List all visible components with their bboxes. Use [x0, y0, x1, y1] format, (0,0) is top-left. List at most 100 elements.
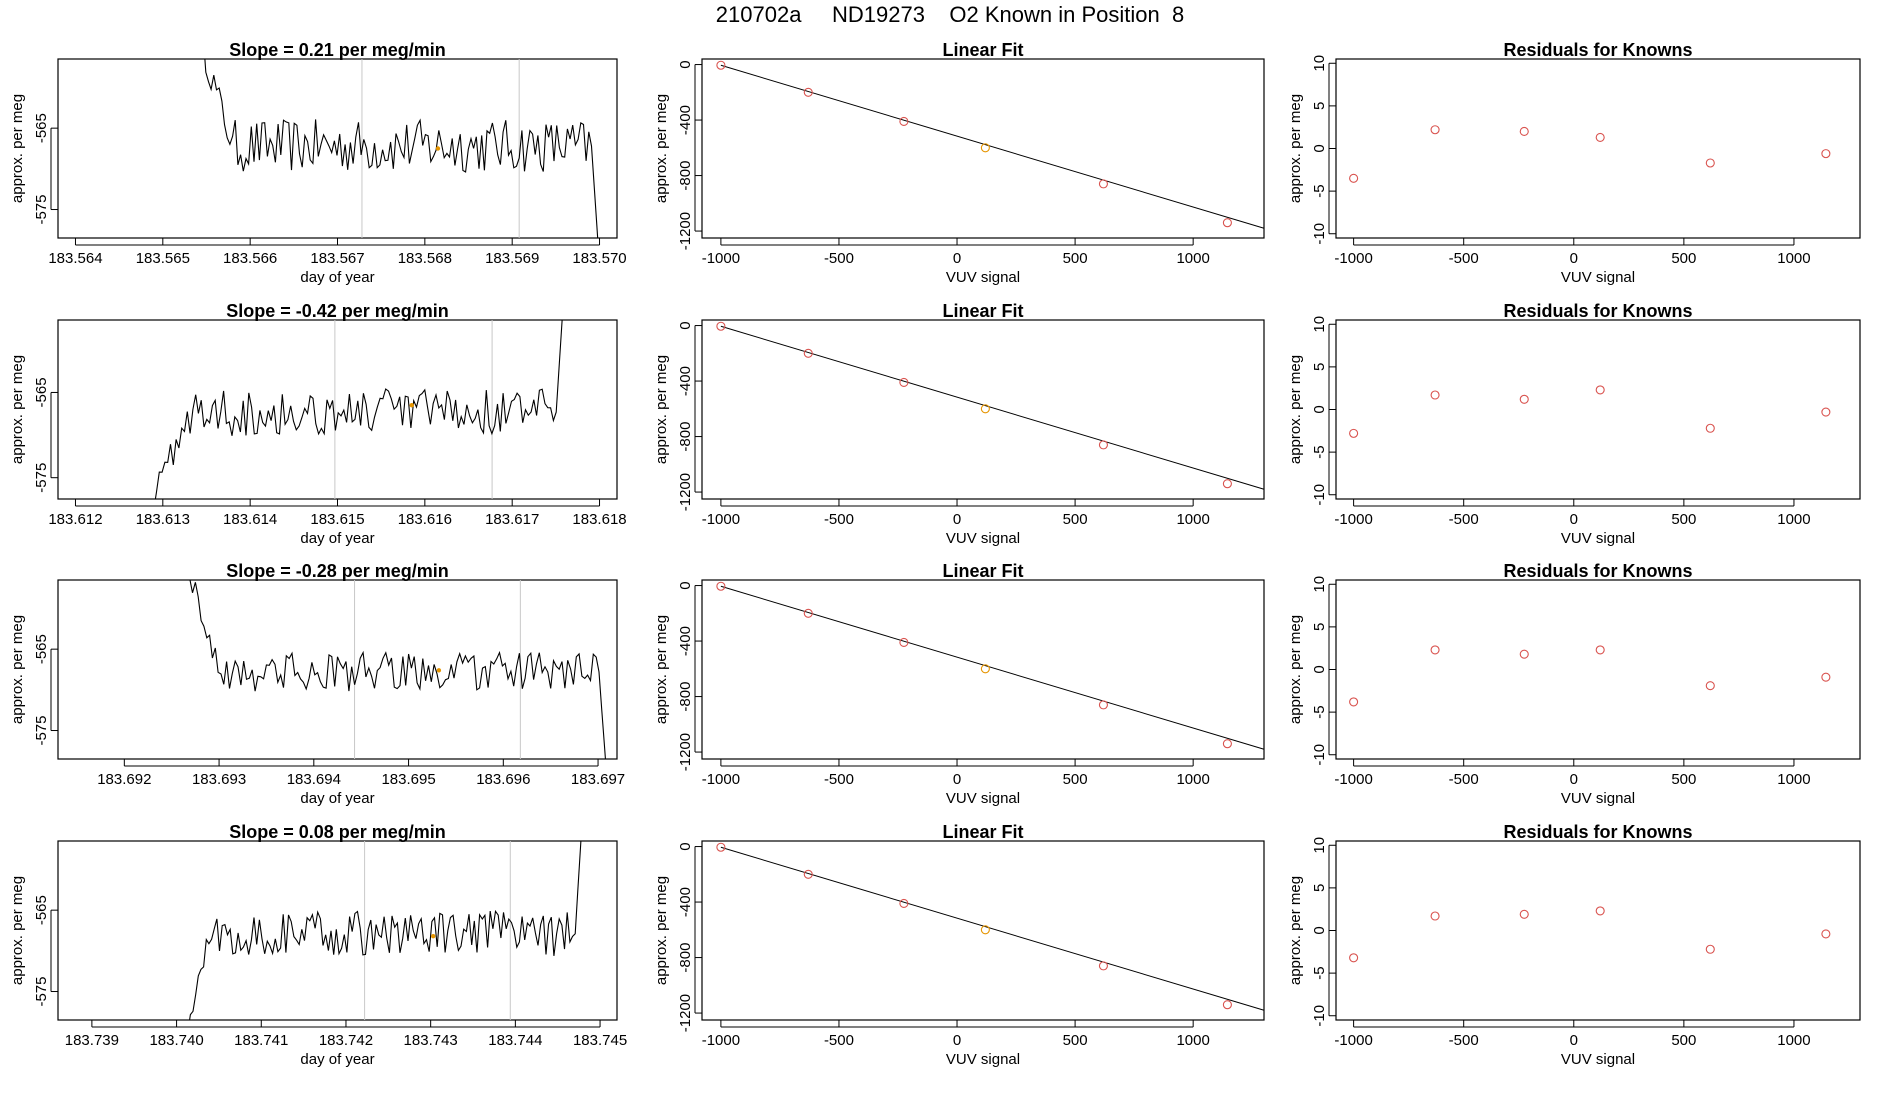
x-tick-label: 183.742 [319, 1032, 373, 1049]
x-tick-label: -1000 [702, 250, 740, 267]
y-tick-label: -800 [677, 943, 694, 973]
x-tick-label: -500 [824, 1032, 854, 1049]
y-tick-label: -1200 [677, 473, 694, 511]
x-tick-label: -500 [1449, 1032, 1479, 1049]
panel-title: Slope = -0.42 per meg/min [226, 301, 449, 321]
x-tick-label: 183.567 [310, 250, 364, 267]
residual-point [1705, 423, 1715, 433]
y-tick-label: -575 [33, 195, 50, 225]
x-tick-label: -500 [824, 771, 854, 788]
data-point [899, 898, 909, 908]
x-axis-label: VUV signal [946, 1051, 1020, 1068]
x-tick-label: 1000 [1176, 1032, 1209, 1049]
y-tick-label: 0 [677, 321, 694, 329]
plot-frame [1335, 58, 1861, 239]
data-point [1222, 218, 1232, 228]
plot-frame [1335, 319, 1861, 500]
x-tick-label: -1000 [1334, 511, 1372, 528]
data-point [980, 664, 990, 674]
x-tick-label: 183.614 [223, 511, 277, 528]
x-tick-label: 183.615 [310, 511, 364, 528]
data-point [899, 637, 909, 647]
y-tick-label: -400 [677, 626, 694, 656]
data-point [716, 321, 726, 331]
panel-title: Residuals for Knowns [1503, 822, 1692, 842]
y-tick-label: -565 [33, 377, 50, 407]
figure-title: 210702a ND19273 O2 Known in Position 8 [715, 2, 1185, 27]
y-tick-label: -1200 [677, 733, 694, 771]
residual-point [1430, 125, 1440, 135]
x-tick-label: 183.564 [48, 250, 102, 267]
fit-line [720, 325, 1265, 490]
data-trace [154, 320, 563, 499]
y-axis-label: approx. per meg [1287, 876, 1304, 985]
y-tick-label: 0 [677, 60, 694, 68]
residual-point [1519, 649, 1529, 659]
timeseries-panel: Slope = -0.42 per meg/min 183.612 183.613 1… [9, 301, 627, 547]
x-tick-label: 500 [1671, 250, 1696, 267]
data-trace [189, 580, 606, 759]
x-tick-label: 0 [953, 250, 961, 267]
y-tick-label: 0 [1311, 665, 1328, 673]
plot-frame [701, 58, 1265, 239]
plot-frame [701, 840, 1265, 1021]
x-tick-label: 500 [1063, 771, 1088, 788]
y-axis-label: approx. per meg [653, 355, 670, 464]
x-tick-label: 1000 [1777, 250, 1810, 267]
residual-point [1595, 132, 1605, 142]
x-tick-label: 183.693 [192, 771, 246, 788]
y-tick-label: -400 [677, 105, 694, 135]
panel-title: Slope = 0.21 per meg/min [229, 40, 446, 60]
x-tick-label: -1000 [1334, 771, 1372, 788]
residual-point [1821, 407, 1831, 417]
x-tick-label: 183.740 [149, 1032, 203, 1049]
residuals-panel: Residuals for Knowns -1000 -500 0 500 1000 -10… [1287, 40, 1861, 286]
y-tick-label: 0 [1311, 926, 1328, 934]
y-tick-label: -5 [1311, 966, 1328, 979]
highlight-point [436, 668, 442, 673]
x-tick-label: 183.743 [404, 1032, 458, 1049]
y-axis-label: approx. per meg [1287, 615, 1304, 724]
y-tick-label: -1200 [677, 212, 694, 250]
y-axis-label: approx. per meg [9, 94, 26, 203]
y-tick-label: 0 [1311, 405, 1328, 413]
panel-title: Slope = -0.28 per meg/min [226, 561, 449, 581]
residual-point [1705, 681, 1715, 691]
y-tick-label: -10 [1311, 223, 1328, 245]
linear-fit-panel: Linear Fit -1000 -500 0 500 1000 0 -400 -800 -120… [653, 301, 1265, 547]
residual-point [1349, 173, 1359, 183]
x-tick-label: -500 [824, 250, 854, 267]
y-tick-label: -10 [1311, 744, 1328, 766]
panel-title: Slope = 0.08 per meg/min [229, 822, 446, 842]
plot-frame [57, 319, 618, 500]
x-axis-label: day of year [300, 1051, 374, 1068]
y-tick-label: 10 [1311, 576, 1328, 593]
linear-fit-panel: Linear Fit -1000 -500 0 500 1000 0 -400 -800 -120… [653, 40, 1265, 286]
x-tick-label: 500 [1063, 511, 1088, 528]
x-tick-label: -1000 [702, 771, 740, 788]
y-tick-label: -565 [33, 113, 50, 143]
data-point [716, 581, 726, 591]
x-tick-label: 0 [1570, 1032, 1578, 1049]
residual-point [1595, 906, 1605, 916]
x-tick-label: 183.613 [136, 511, 190, 528]
y-tick-label: 5 [1311, 884, 1328, 892]
residuals-panel: Residuals for Knowns -1000 -500 0 500 1000 -10… [1287, 301, 1861, 547]
x-axis-label: VUV signal [1561, 1051, 1635, 1068]
x-axis-label: day of year [300, 269, 374, 286]
fit-line [720, 64, 1265, 229]
y-tick-label: -5 [1311, 445, 1328, 458]
x-tick-label: 0 [1570, 250, 1578, 267]
x-axis-label: VUV signal [946, 269, 1020, 286]
y-axis-label: approx. per meg [9, 615, 26, 724]
data-point [1222, 1000, 1232, 1010]
residual-point [1349, 953, 1359, 963]
x-axis-label: VUV signal [946, 790, 1020, 807]
x-tick-label: 183.692 [97, 771, 151, 788]
x-tick-label: 1000 [1176, 511, 1209, 528]
panel-title: Residuals for Knowns [1503, 301, 1692, 321]
highlight-point [409, 403, 414, 408]
y-tick-label: -565 [33, 634, 50, 664]
fit-line [720, 585, 1265, 750]
residual-point [1595, 645, 1605, 655]
